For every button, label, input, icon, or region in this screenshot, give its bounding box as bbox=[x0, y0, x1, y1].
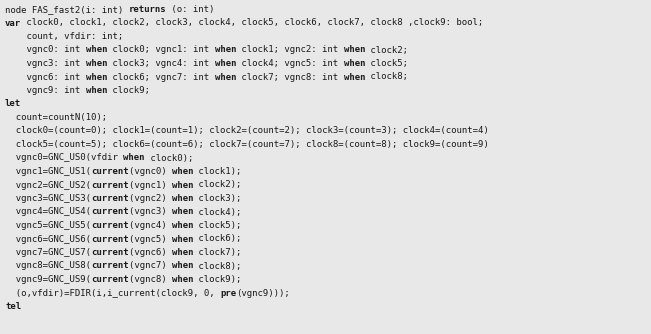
Text: pre: pre bbox=[220, 289, 236, 298]
Text: when: when bbox=[172, 194, 193, 203]
Text: clock2;: clock2; bbox=[365, 45, 408, 54]
Text: vgnc6=GNC_US6(: vgnc6=GNC_US6( bbox=[5, 234, 91, 243]
Text: clock8;: clock8; bbox=[365, 72, 408, 81]
Text: when: when bbox=[215, 59, 236, 68]
Text: count, vfdir: int;: count, vfdir: int; bbox=[5, 32, 123, 41]
Text: when: when bbox=[172, 180, 193, 189]
Text: (vgnc6): (vgnc6) bbox=[129, 248, 172, 257]
Text: current: current bbox=[91, 262, 129, 271]
Text: when: when bbox=[86, 59, 107, 68]
Text: clock2);: clock2); bbox=[193, 180, 242, 189]
Text: clock8);: clock8); bbox=[193, 262, 242, 271]
Text: vgnc3=GNC_US3(: vgnc3=GNC_US3( bbox=[5, 194, 91, 203]
Text: var: var bbox=[5, 18, 21, 27]
Text: clock9);: clock9); bbox=[193, 275, 242, 284]
Text: current: current bbox=[91, 207, 129, 216]
Text: vgnc9=GNC_US9(: vgnc9=GNC_US9( bbox=[5, 275, 91, 284]
Text: (o: int): (o: int) bbox=[166, 5, 215, 14]
Text: returns: returns bbox=[129, 5, 166, 14]
Text: (vgnc7): (vgnc7) bbox=[129, 262, 172, 271]
Text: vgnc9: int: vgnc9: int bbox=[5, 86, 86, 95]
Text: clock1);: clock1); bbox=[193, 167, 242, 176]
Text: when: when bbox=[344, 45, 365, 54]
Text: when: when bbox=[172, 167, 193, 176]
Text: when: when bbox=[123, 154, 145, 163]
Text: (vgnc2): (vgnc2) bbox=[129, 194, 172, 203]
Text: when: when bbox=[215, 72, 236, 81]
Text: vgnc6: int: vgnc6: int bbox=[5, 72, 86, 81]
Text: clock0, clock1, clock2, clock3, clock4, clock5, clock6, clock7, clock8 ,clock9: : clock0, clock1, clock2, clock3, clock4, … bbox=[21, 18, 484, 27]
Text: vgnc5=GNC_US5(: vgnc5=GNC_US5( bbox=[5, 221, 91, 230]
Text: vgnc2=GNC_US2(: vgnc2=GNC_US2( bbox=[5, 180, 91, 189]
Text: (vgnc8): (vgnc8) bbox=[129, 275, 172, 284]
Text: clock3; vgnc4: int: clock3; vgnc4: int bbox=[107, 59, 215, 68]
Text: clock9;: clock9; bbox=[107, 86, 150, 95]
Text: vgnc4=GNC_US4(: vgnc4=GNC_US4( bbox=[5, 207, 91, 216]
Text: (vgnc5): (vgnc5) bbox=[129, 234, 172, 243]
Text: vgnc7=GNC_US7(: vgnc7=GNC_US7( bbox=[5, 248, 91, 257]
Text: (vgnc4): (vgnc4) bbox=[129, 221, 172, 230]
Text: clock1; vgnc2: int: clock1; vgnc2: int bbox=[236, 45, 344, 54]
Text: when: when bbox=[86, 72, 107, 81]
Text: when: when bbox=[172, 221, 193, 230]
Text: clock4; vgnc5: int: clock4; vgnc5: int bbox=[236, 59, 344, 68]
Text: (vgnc1): (vgnc1) bbox=[129, 180, 172, 189]
Text: vgnc1=GNC_US1(: vgnc1=GNC_US1( bbox=[5, 167, 91, 176]
Text: count=countN(10);: count=countN(10); bbox=[5, 113, 107, 122]
Text: clock0);: clock0); bbox=[145, 154, 193, 163]
Text: clock0=(count=0); clock1=(count=1); clock2=(count=2); clock3=(count=3); clock4=(: clock0=(count=0); clock1=(count=1); cloc… bbox=[5, 127, 489, 136]
Text: (o,vfdir)=FDIR(i,i_current(clock9, 0,: (o,vfdir)=FDIR(i,i_current(clock9, 0, bbox=[5, 289, 220, 298]
Text: (vgnc0): (vgnc0) bbox=[129, 167, 172, 176]
Text: when: when bbox=[172, 275, 193, 284]
Text: when: when bbox=[172, 248, 193, 257]
Text: (vgnc3): (vgnc3) bbox=[129, 207, 172, 216]
Text: current: current bbox=[91, 275, 129, 284]
Text: when: when bbox=[215, 45, 236, 54]
Text: current: current bbox=[91, 221, 129, 230]
Text: when: when bbox=[172, 234, 193, 243]
Text: when: when bbox=[344, 59, 365, 68]
Text: current: current bbox=[91, 248, 129, 257]
Text: current: current bbox=[91, 167, 129, 176]
Text: current: current bbox=[91, 194, 129, 203]
Text: clock5=(count=5); clock6=(count=6); clock7=(count=7); clock8=(count=8); clock9=(: clock5=(count=5); clock6=(count=6); cloc… bbox=[5, 140, 489, 149]
Text: clock3);: clock3); bbox=[193, 194, 242, 203]
Text: let: let bbox=[5, 100, 21, 109]
Text: vgnc0=GNC_US0(vfdir: vgnc0=GNC_US0(vfdir bbox=[5, 154, 123, 163]
Text: clock6);: clock6); bbox=[193, 234, 242, 243]
Text: vgnc3: int: vgnc3: int bbox=[5, 59, 86, 68]
Text: when: when bbox=[172, 207, 193, 216]
Text: tel: tel bbox=[5, 302, 21, 311]
Text: node FAS_fast2(i: int): node FAS_fast2(i: int) bbox=[5, 5, 129, 14]
Text: current: current bbox=[91, 180, 129, 189]
Text: when: when bbox=[86, 45, 107, 54]
Text: vgnc0: int: vgnc0: int bbox=[5, 45, 86, 54]
Text: clock6; vgnc7: int: clock6; vgnc7: int bbox=[107, 72, 215, 81]
Text: clock0; vgnc1: int: clock0; vgnc1: int bbox=[107, 45, 215, 54]
Text: clock7; vgnc8: int: clock7; vgnc8: int bbox=[236, 72, 344, 81]
Text: clock4);: clock4); bbox=[193, 207, 242, 216]
Text: clock5;: clock5; bbox=[365, 59, 408, 68]
Text: clock7);: clock7); bbox=[193, 248, 242, 257]
Text: when: when bbox=[344, 72, 365, 81]
Text: vgnc8=GNC_US8(: vgnc8=GNC_US8( bbox=[5, 262, 91, 271]
Text: current: current bbox=[91, 234, 129, 243]
Text: when: when bbox=[86, 86, 107, 95]
Text: (vgnc9)));: (vgnc9))); bbox=[236, 289, 290, 298]
Text: when: when bbox=[172, 262, 193, 271]
Text: clock5);: clock5); bbox=[193, 221, 242, 230]
